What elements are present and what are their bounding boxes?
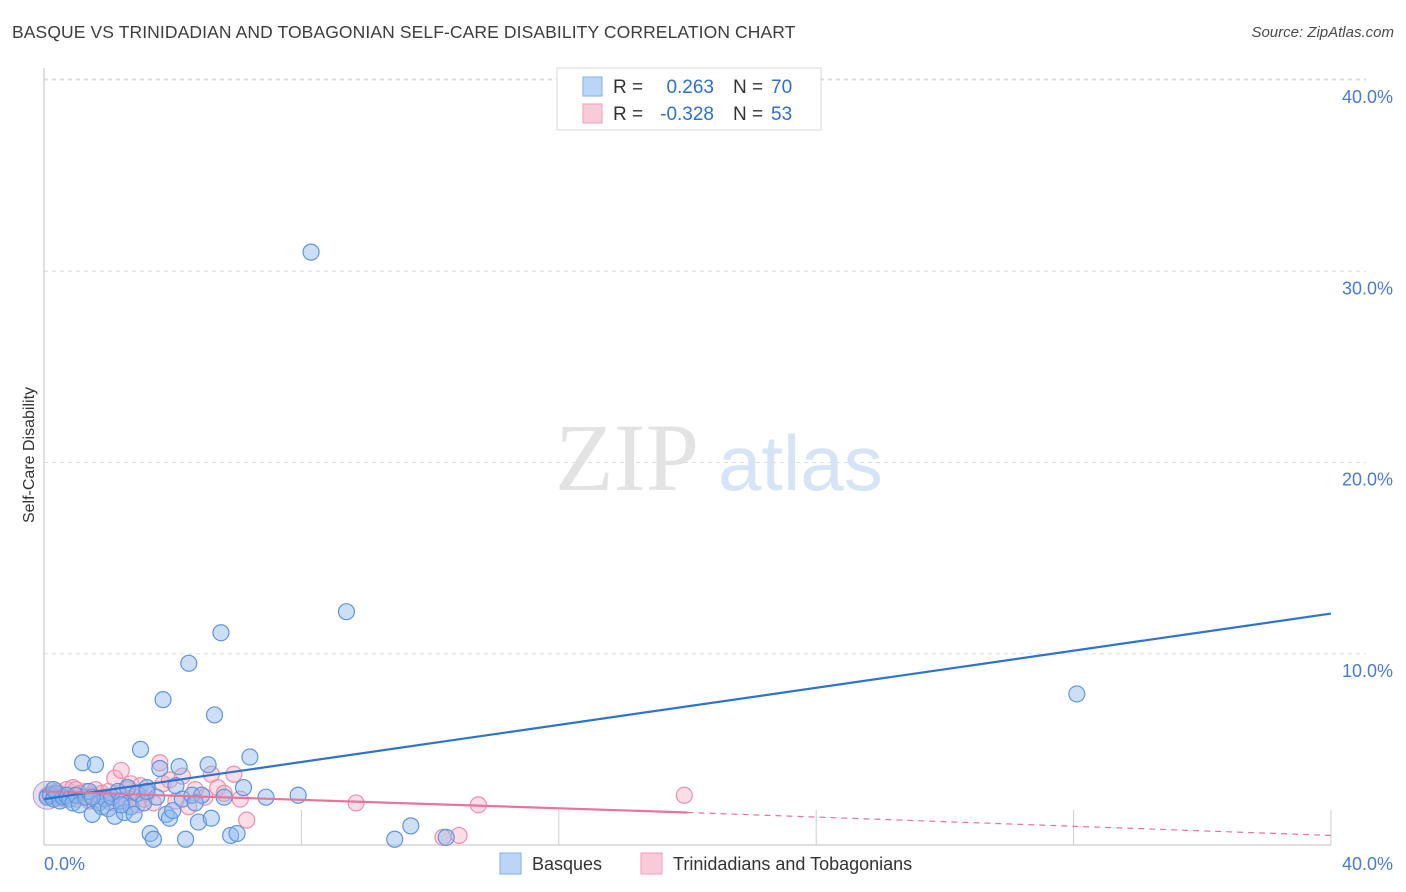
series-basques-points	[38, 243, 1086, 848]
axes	[43, 68, 1332, 846]
basques-point-53	[222, 826, 240, 845]
basques-point-43	[176, 830, 195, 848]
basques-point-67	[112, 796, 130, 814]
bottom-legend: Basques Trinidadians and Tobagonians	[499, 852, 912, 875]
y-tick-labels: 10.0% 20.0% 30.0% 40.0%	[1342, 87, 1393, 681]
legend-r-label-1: R =	[613, 104, 643, 125]
bottom-legend-label-1: Trinidadians and Tobagonians	[673, 854, 912, 874]
y-tick-label-2: 30.0%	[1342, 278, 1393, 298]
basques-point-62	[402, 817, 420, 835]
basques-point-48	[199, 756, 217, 774]
basques-point-27	[125, 805, 143, 824]
legend-n-label-1: N =	[733, 104, 763, 125]
trinidadians-point-44	[225, 765, 243, 783]
basques-point-64	[1068, 685, 1086, 703]
basques-point-34	[148, 788, 166, 806]
x-tick-label-1: 40.0%	[1342, 854, 1393, 874]
basques-point-56	[241, 748, 259, 766]
trinidadians-point-42	[209, 779, 227, 797]
y-tick-label-1: 20.0%	[1342, 470, 1393, 490]
watermark-atlas: atlas	[718, 419, 883, 507]
trinidadians-point-33	[151, 754, 169, 772]
grid	[44, 78, 1366, 655]
basques-point-65	[45, 780, 63, 799]
basques-point-15	[86, 756, 105, 774]
trend-lines	[43, 612, 1332, 837]
basques-point-49	[202, 809, 220, 827]
basques-point-51	[212, 624, 230, 642]
legend-n-label-0: N =	[733, 77, 763, 98]
legend-n-value-1: 53	[771, 104, 792, 125]
y-tick-label-0: 10.0%	[1342, 661, 1393, 681]
legend-n-value-0: 70	[771, 77, 792, 98]
basques-point-33	[144, 830, 162, 848]
legend-swatch-1	[582, 103, 603, 124]
bottom-legend-swatch-0	[499, 852, 522, 875]
trinidadians-point-23	[112, 761, 130, 780]
trinidadians-point-46	[238, 811, 256, 829]
legend-swatch-0	[582, 76, 603, 97]
chart-title: BASQUE VS TRINIDADIAN AND TOBAGONIAN SEL…	[12, 22, 796, 42]
trinidadians-trend-extension	[687, 811, 1332, 837]
basques-point-61	[386, 830, 404, 848]
basques-point-36	[154, 691, 172, 709]
trinidadians-point-51	[675, 786, 693, 804]
x-tick-labels: 0.0% 40.0%	[44, 854, 1393, 874]
bottom-legend-swatch-1	[640, 852, 663, 875]
legend-r-value-0: 0.263	[666, 77, 714, 98]
watermark-zip: ZIP	[555, 404, 699, 511]
basques-point-69	[186, 794, 204, 812]
source-label: Source: ZipAtlas.com	[1251, 24, 1394, 41]
basques-point-44	[180, 654, 198, 672]
y-axis-label: Self-Care Disability	[21, 387, 38, 523]
basques-point-29	[131, 740, 150, 758]
basques-point-55	[234, 779, 253, 797]
legend-r-value-1: -0.328	[660, 104, 714, 125]
basques-trend-line	[43, 612, 1332, 801]
basques-point-63	[437, 828, 455, 846]
y-tick-label-3: 40.0%	[1342, 87, 1393, 107]
legend: R = 0.263 N = 70 R = -0.328 N = 53	[556, 67, 822, 131]
trinidadians-trend-line	[43, 790, 688, 814]
bottom-legend-label-0: Basques	[532, 854, 602, 874]
watermark: ZIP atlas	[555, 404, 883, 511]
x-tick-label-0: 0.0%	[44, 854, 85, 874]
legend-r-label-0: R =	[613, 77, 643, 98]
basques-point-35	[151, 759, 169, 778]
basques-point-46	[189, 813, 208, 831]
basques-point-41	[170, 757, 188, 776]
basques-point-39	[164, 801, 182, 820]
basques-point-57	[257, 788, 275, 806]
basques-point-50	[205, 706, 224, 724]
trinidadians-point-49	[450, 826, 468, 845]
basques-point-54	[228, 824, 246, 843]
basques-point-59	[302, 243, 320, 261]
basques-point-60	[337, 603, 356, 621]
basques-point-11	[74, 754, 92, 772]
